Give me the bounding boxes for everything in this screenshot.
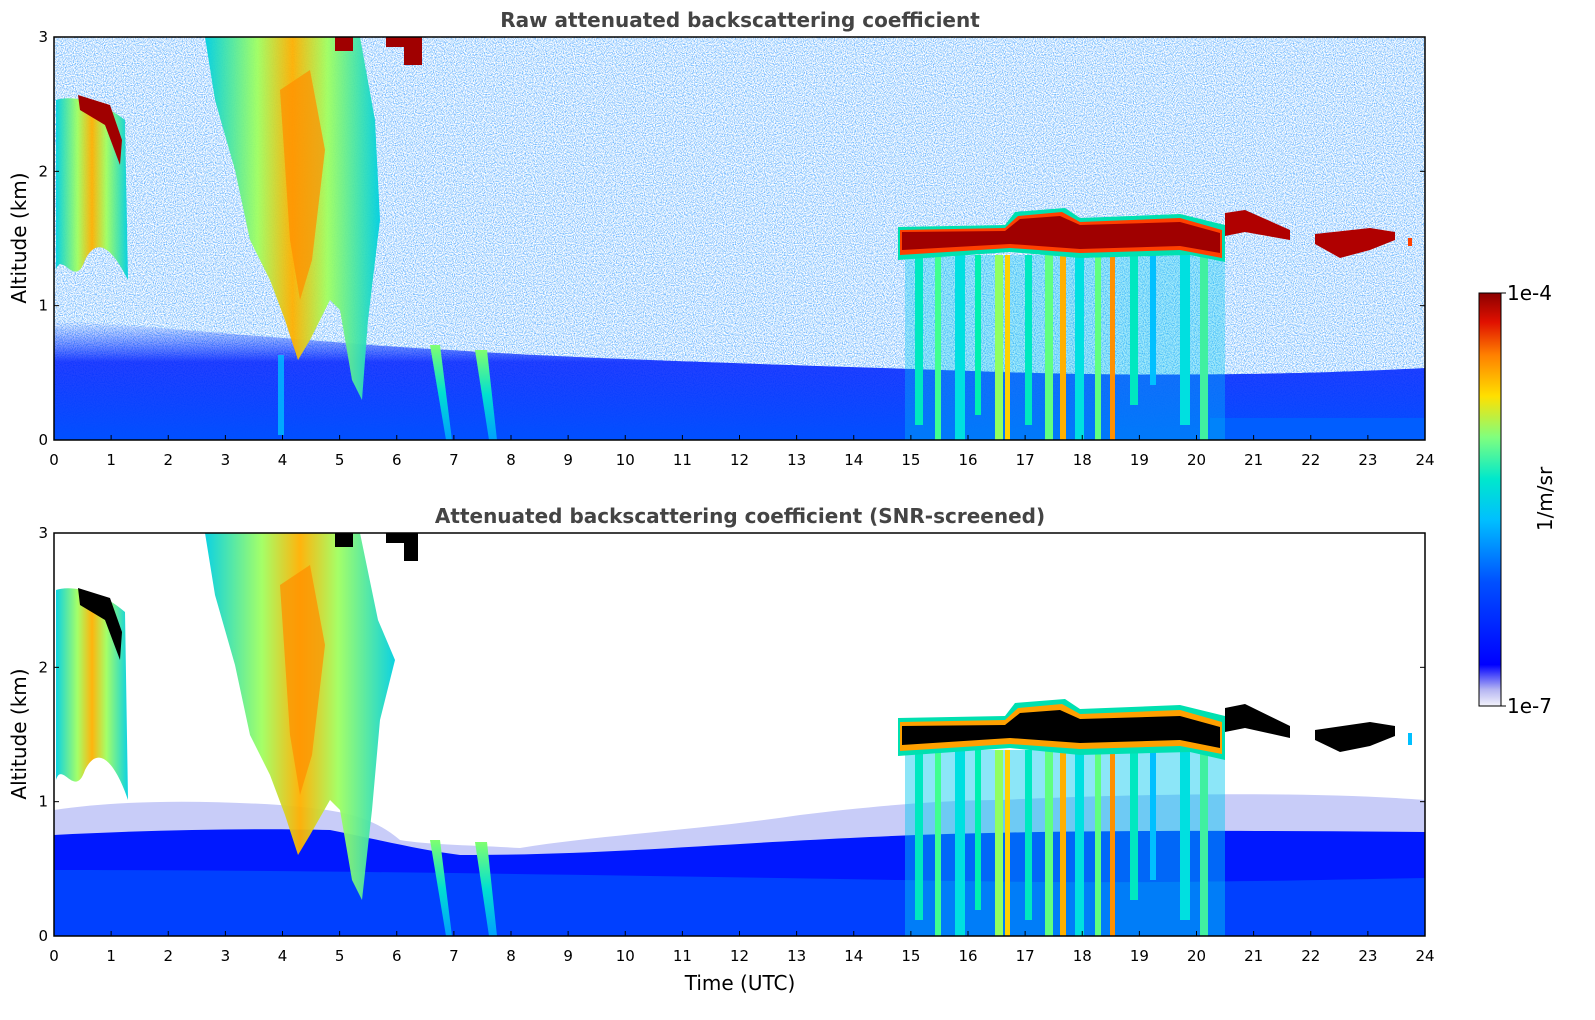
bottom-x-tick-label: 10 — [616, 947, 635, 965]
top-x-tick-label: 22 — [1301, 451, 1320, 469]
top-x-tick-label: 20 — [1187, 451, 1206, 469]
bottom-y-tick-label: 2 — [38, 658, 48, 676]
bottom-x-tick-label: 8 — [506, 947, 516, 965]
bottom-x-tick-label: 0 — [49, 947, 59, 965]
top-x-tick-label: 19 — [1130, 451, 1149, 469]
bottom-x-tick-label: 5 — [335, 947, 345, 965]
bottom-x-tick-label: 2 — [163, 947, 173, 965]
top-x-tick-label: 5 — [335, 451, 345, 469]
x-axis-label: Time (UTC) — [684, 971, 796, 995]
top-y-tick-label: 2 — [38, 162, 48, 180]
colorbar: 1e-4 1e-7 1/m/sr — [1478, 281, 1557, 718]
bottom-x-tick-label: 11 — [673, 947, 692, 965]
bottom-x-tick-label: 7 — [449, 947, 459, 965]
top-x-axis-ticks: 0 1 2 3 4 5 6 7 8 9 10 11 12 13 14 15 16 17 18 19 20 21 22 23 24 — [49, 435, 1435, 469]
top-x-tick-label: 15 — [901, 451, 920, 469]
top-x-tick-label: 12 — [730, 451, 749, 469]
bottom-heatmap — [54, 533, 1425, 936]
bottom-y-tick-label: 1 — [38, 793, 48, 811]
bottom-x-tick-label: 12 — [730, 947, 749, 965]
top-x-tick-label: 6 — [392, 451, 402, 469]
bottom-x-tick-label: 23 — [1358, 947, 1377, 965]
bottom-x-axis-ticks: 0 1 2 3 4 5 6 7 8 9 10 11 12 13 14 15 16 17 18 19 20 21 22 23 24 — [49, 931, 1435, 965]
top-cloud-layer — [898, 208, 1412, 262]
bottom-x-tick-label: 16 — [958, 947, 977, 965]
top-y-tick-label: 0 — [38, 431, 48, 449]
top-cloud-streaks — [905, 255, 1225, 440]
top-panel-title: Raw attenuated backscattering coefficien… — [500, 8, 980, 32]
bottom-x-tick-label: 4 — [278, 947, 288, 965]
colorbar-min-label: 1e-7 — [1507, 694, 1552, 718]
bottom-x-tick-label: 18 — [1073, 947, 1092, 965]
bottom-cloud-streaks — [905, 750, 1225, 936]
bottom-x-tick-label: 6 — [392, 947, 402, 965]
top-x-tick-label: 11 — [673, 451, 692, 469]
top-x-tick-label: 2 — [163, 451, 173, 469]
top-x-tick-label: 21 — [1244, 451, 1263, 469]
bottom-y-tick-label: 0 — [38, 927, 48, 945]
bottom-x-tick-label: 14 — [844, 947, 863, 965]
top-y-axis-label: Altitude (km) — [7, 172, 31, 303]
top-x-tick-label: 3 — [221, 451, 231, 469]
top-x-tick-label: 4 — [278, 451, 288, 469]
top-x-tick-label: 0 — [49, 451, 59, 469]
bottom-y-axis-label: Altitude (km) — [7, 668, 31, 799]
top-x-tick-label: 9 — [563, 451, 573, 469]
top-y-axis-ticks: 0 1 2 3 — [38, 28, 1425, 449]
top-y-tick-label: 3 — [38, 28, 48, 46]
bottom-x-tick-label: 22 — [1301, 947, 1320, 965]
raw-backscatter-panel: Raw attenuated backscattering coefficien… — [7, 8, 1435, 469]
top-y-tick-label: 1 — [38, 297, 48, 315]
bottom-y-tick-label: 3 — [38, 524, 48, 542]
bottom-y-axis-ticks: 0 1 2 3 — [38, 524, 1425, 945]
bottom-x-tick-label: 1 — [106, 947, 116, 965]
colorbar-max-label: 1e-4 — [1507, 281, 1552, 305]
top-x-tick-label: 18 — [1073, 451, 1092, 469]
bottom-x-tick-label: 20 — [1187, 947, 1206, 965]
bottom-x-tick-label: 13 — [787, 947, 806, 965]
top-heatmap — [54, 37, 1425, 440]
snr-screened-panel: Attenuated backscattering coefficient (S… — [7, 504, 1435, 995]
bottom-x-tick-label: 9 — [563, 947, 573, 965]
top-x-tick-label: 16 — [958, 451, 977, 469]
bottom-x-tick-label: 3 — [221, 947, 231, 965]
top-x-tick-label: 17 — [1016, 451, 1035, 469]
bottom-cloud-layer — [898, 699, 1412, 760]
top-x-tick-label: 8 — [506, 451, 516, 469]
top-x-tick-label: 14 — [844, 451, 863, 469]
bottom-x-tick-label: 24 — [1415, 947, 1434, 965]
bottom-x-tick-label: 17 — [1016, 947, 1035, 965]
top-x-tick-label: 23 — [1358, 451, 1377, 469]
top-x-tick-label: 7 — [449, 451, 459, 469]
top-x-tick-label: 10 — [616, 451, 635, 469]
colorbar-gradient — [1478, 292, 1502, 707]
top-x-tick-label: 1 — [106, 451, 116, 469]
top-x-tick-label: 24 — [1415, 451, 1434, 469]
bottom-x-tick-label: 21 — [1244, 947, 1263, 965]
colorbar-unit-label: 1/m/sr — [1533, 466, 1557, 531]
bottom-x-tick-label: 15 — [901, 947, 920, 965]
bottom-x-tick-label: 19 — [1130, 947, 1149, 965]
top-x-tick-label: 13 — [787, 451, 806, 469]
bottom-panel-title: Attenuated backscattering coefficient (S… — [435, 504, 1045, 528]
